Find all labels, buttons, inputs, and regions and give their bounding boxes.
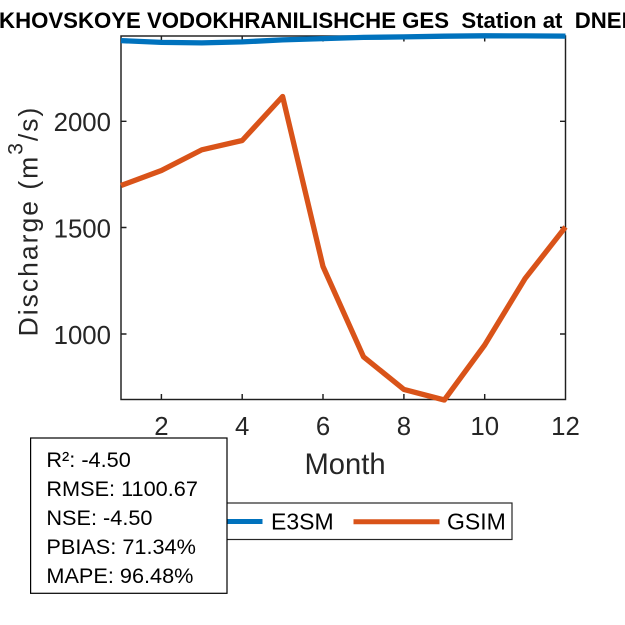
svg-text:2000: 2000 xyxy=(54,109,111,137)
svg-text:1500: 1500 xyxy=(54,216,111,244)
svg-text:10: 10 xyxy=(470,413,499,441)
svg-text:1000: 1000 xyxy=(54,322,111,350)
svg-text:6: 6 xyxy=(316,413,330,441)
svg-text:8: 8 xyxy=(397,413,411,441)
svg-text:PBIAS: 71.34%: PBIAS: 71.34% xyxy=(46,534,196,559)
svg-text:R²: -4.50: R²: -4.50 xyxy=(46,447,130,472)
svg-text:2: 2 xyxy=(154,413,168,441)
svg-text:12: 12 xyxy=(551,413,580,441)
svg-text:GSIM: GSIM xyxy=(447,509,506,535)
svg-text:Month: Month xyxy=(304,449,385,481)
svg-text:4: 4 xyxy=(235,413,249,441)
svg-text:RMSE: 1100.67: RMSE: 1100.67 xyxy=(46,476,198,501)
svg-text:NSE: -4.50: NSE: -4.50 xyxy=(46,505,152,530)
svg-text:KAKHOVSKOYE VODOKHRANILISHCHE: KAKHOVSKOYE VODOKHRANILISHCHE GES Statio… xyxy=(0,8,625,33)
svg-text:E3SM: E3SM xyxy=(271,509,334,535)
svg-text:MAPE: 96.48%: MAPE: 96.48% xyxy=(46,563,193,588)
